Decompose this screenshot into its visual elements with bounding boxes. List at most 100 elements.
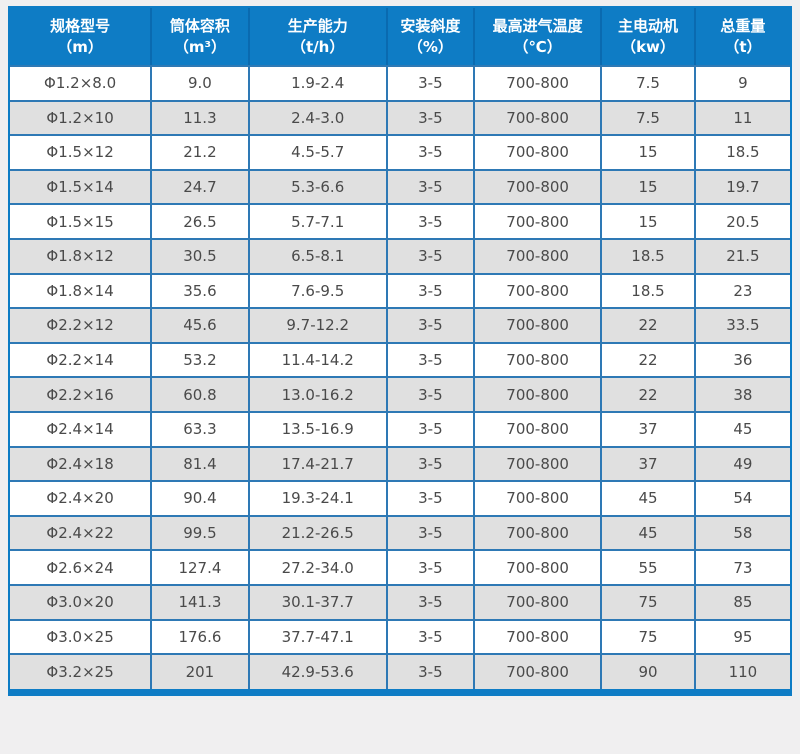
table-cell: Φ3.0×25 (10, 618, 153, 656)
table-row: Φ3.0×20 141.3 30.1-37.7 3-5 700-800 75 85 (10, 583, 790, 621)
table-cell: 141.3 (150, 583, 250, 621)
table-cell: 63.3 (150, 410, 250, 448)
table-cell: 75 (600, 583, 696, 621)
table-cell: 700-800 (473, 480, 603, 517)
table-cell: 33.5 (693, 307, 790, 344)
table-cell: 3-5 (385, 480, 476, 517)
table-cell: 99.5 (150, 514, 250, 552)
table-cell: 45.6 (150, 307, 250, 344)
table-row: Φ3.2×25 201 42.9-53.6 3-5 700-800 90 110 (10, 653, 790, 689)
column-unit: （t/h） (291, 37, 345, 56)
header-row: 规格型号 （m） 筒体容积 （m³） 生产能力 （t/h） 安装斜度 （%） 最高进气温度 （℃）… (10, 8, 790, 67)
spec-table: 规格型号 （m） 筒体容积 （m³） 生产能力 （t/h） 安装斜度 （%） 最高进气温度 （℃）… (10, 8, 790, 689)
table-cell: 7.5 (600, 99, 696, 137)
table-cell: 176.6 (150, 618, 250, 656)
column-label: 安装斜度 (400, 16, 461, 35)
table-cell: 700-800 (473, 410, 603, 448)
table-cell: Φ1.5×12 (10, 134, 153, 171)
column-header: 最高进气温度 （℃） (473, 8, 602, 67)
column-unit: （kw） (621, 37, 675, 56)
table-cell: 17.4-21.7 (247, 445, 388, 483)
table-cell: 3-5 (385, 168, 476, 206)
column-header: 安装斜度 （%） (385, 8, 475, 67)
table-cell: 49 (693, 445, 790, 483)
table-cell: Φ1.8×14 (10, 272, 153, 310)
table-cell: 24.7 (150, 168, 250, 206)
table-cell: 45 (600, 480, 696, 517)
table-cell: 9.7-12.2 (247, 307, 388, 344)
table-row: Φ1.5×12 21.2 4.5-5.7 3-5 700-800 15 18.5 (10, 134, 790, 171)
column-label: 筒体容积 (169, 16, 230, 35)
table-cell: 19.7 (693, 168, 790, 206)
table-cell: 75 (600, 618, 696, 656)
table-cell: Φ2.2×12 (10, 307, 153, 344)
table-cell: 15 (600, 134, 696, 171)
table-cell: 700-800 (473, 549, 603, 586)
table-cell: 15 (600, 203, 696, 240)
table-cell: 5.3-6.6 (247, 168, 388, 206)
table-cell: 45 (693, 410, 790, 448)
table-row: Φ2.6×24 127.4 27.2-34.0 3-5 700-800 55 73 (10, 549, 790, 586)
column-header: 主电动机 （kw） (600, 8, 695, 67)
table-cell: 18.5 (600, 237, 696, 275)
table-cell: 85 (693, 583, 790, 621)
column-unit: （%） (407, 37, 453, 56)
table-cell: 700-800 (473, 237, 603, 275)
column-header: 筒体容积 （m³） (150, 8, 249, 67)
table-cell: 42.9-53.6 (247, 653, 388, 689)
table-cell: Φ1.5×15 (10, 203, 153, 240)
table-cell: 700-800 (473, 307, 603, 344)
table-cell: 30.1-37.7 (247, 583, 388, 621)
column-unit: （t） (724, 37, 762, 56)
table-cell: 22 (600, 307, 696, 344)
table-cell: 37 (600, 410, 696, 448)
table-cell: Φ2.2×14 (10, 341, 153, 379)
table-cell: 22 (600, 376, 696, 413)
table-cell: 13.0-16.2 (247, 376, 388, 413)
table-row: Φ1.5×14 24.7 5.3-6.6 3-5 700-800 15 19.7 (10, 168, 790, 206)
table-row: Φ3.0×25 176.6 37.7-47.1 3-5 700-800 75 95 (10, 618, 790, 656)
page: { "page": { "background": "#f0eff0" }, "… (0, 6, 800, 754)
table-cell: 53.2 (150, 341, 250, 379)
table-cell: 38 (693, 376, 790, 413)
table-cell: 18.5 (693, 134, 790, 171)
table-cell: Φ2.6×24 (10, 549, 153, 586)
table-cell: 3-5 (385, 203, 476, 240)
column-label: 最高进气温度 (492, 16, 583, 35)
table-cell: 11.4-14.2 (247, 341, 388, 379)
table-cell: 700-800 (473, 341, 603, 379)
table-cell: 73 (693, 549, 790, 586)
column-unit: （m³） (173, 37, 227, 56)
table-cell: 700-800 (473, 514, 603, 552)
table-cell: 3-5 (385, 653, 476, 689)
table-cell: 3-5 (385, 65, 476, 102)
table-cell: 21.5 (693, 237, 790, 275)
table-cell: 45 (600, 514, 696, 552)
table-cell: 3-5 (385, 583, 476, 621)
table-cell: 3-5 (385, 376, 476, 413)
table-cell: 700-800 (473, 99, 603, 137)
table-cell: 110 (693, 653, 790, 689)
table-cell: 201 (150, 653, 250, 689)
table-cell: Φ1.2×8.0 (10, 65, 153, 102)
table-cell: 23 (693, 272, 790, 310)
spec-table-frame: 规格型号 （m） 筒体容积 （m³） 生产能力 （t/h） 安装斜度 （%） 最高进气温度 （℃）… (8, 6, 792, 696)
table-cell: 58 (693, 514, 790, 552)
table-cell: 3-5 (385, 237, 476, 275)
table-row: Φ1.2×10 11.3 2.4-3.0 3-5 700-800 7.5 11 (10, 99, 790, 137)
table-row: Φ2.2×12 45.6 9.7-12.2 3-5 700-800 22 33.5 (10, 307, 790, 344)
column-header: 生产能力 （t/h） (247, 8, 387, 67)
table-cell: Φ1.8×12 (10, 237, 153, 275)
table-row: Φ1.5×15 26.5 5.7-7.1 3-5 700-800 15 20.5 (10, 203, 790, 240)
table-cell: 700-800 (473, 583, 603, 621)
table-cell: 21.2-26.5 (247, 514, 388, 552)
table-cell: 37.7-47.1 (247, 618, 388, 656)
table-cell: Φ2.4×14 (10, 410, 153, 448)
table-cell: 6.5-8.1 (247, 237, 388, 275)
table-cell: 3-5 (385, 307, 476, 344)
table-row: Φ2.4×14 63.3 13.5-16.9 3-5 700-800 37 45 (10, 410, 790, 448)
table-row: Φ2.2×14 53.2 11.4-14.2 3-5 700-800 22 36 (10, 341, 790, 379)
table-row: Φ2.4×20 90.4 19.3-24.1 3-5 700-800 45 54 (10, 480, 790, 517)
table-row: Φ2.4×22 99.5 21.2-26.5 3-5 700-800 45 58 (10, 514, 790, 552)
table-row: Φ2.2×16 60.8 13.0-16.2 3-5 700-800 22 38 (10, 376, 790, 413)
